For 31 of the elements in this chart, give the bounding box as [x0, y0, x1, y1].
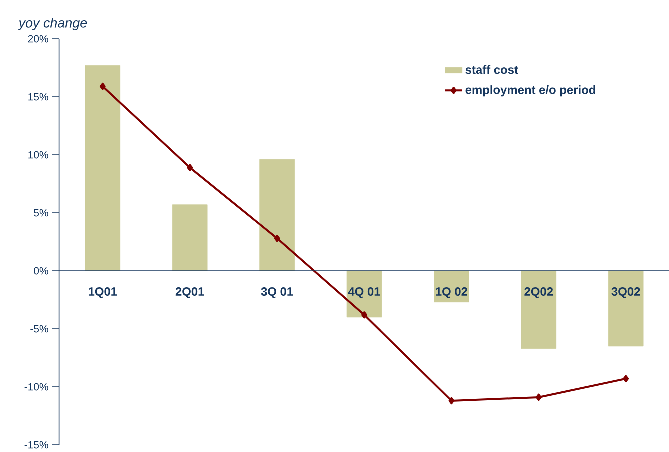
point — [623, 375, 630, 383]
bar — [260, 159, 295, 272]
legend-label: staff cost — [466, 65, 518, 74]
y-tick-label: 10% — [28, 151, 48, 159]
x-tick-label: 3Q 01 — [261, 288, 294, 298]
x-tick-label: 4Q 01 — [348, 288, 380, 298]
y-tick-label: 20% — [28, 35, 48, 43]
point — [100, 82, 106, 90]
y-axis-title: yoy change — [18, 18, 88, 31]
y-tick-label: -10% — [24, 383, 48, 391]
point — [274, 234, 280, 242]
point — [187, 164, 194, 172]
x-tick-label: 2Q02 — [524, 288, 554, 298]
x-tick-label: 1Q 02 — [436, 288, 468, 298]
y-tick-label: -15% — [24, 441, 48, 449]
legend-label: employment e/o period — [466, 86, 596, 97]
y-tick-label: 0% — [34, 267, 48, 275]
bar — [608, 270, 644, 347]
y-tick-label: 5% — [34, 209, 48, 217]
point — [362, 312, 368, 319]
x-tick-label: 2Q01 — [176, 288, 204, 298]
x-tick-label: 1Q01 — [89, 288, 118, 298]
x-tick-label: 3Q02 — [612, 288, 640, 298]
point — [536, 394, 542, 402]
y-tick-label: -5% — [30, 325, 48, 333]
bar — [346, 270, 382, 318]
bar — [521, 270, 557, 349]
bar — [172, 204, 208, 272]
y-tick-label: 15% — [28, 93, 48, 101]
bar — [85, 66, 121, 272]
point — [448, 397, 455, 405]
